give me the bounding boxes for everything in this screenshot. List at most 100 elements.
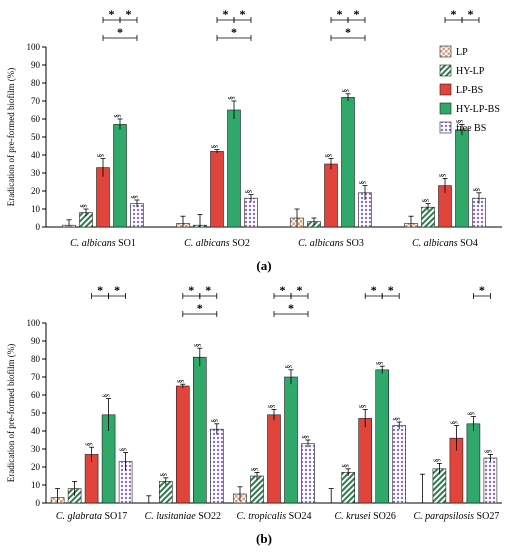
significance-star: * bbox=[280, 283, 286, 297]
legend-swatch bbox=[439, 45, 452, 58]
bar bbox=[324, 163, 338, 228]
bar bbox=[341, 97, 355, 228]
significance-mark: § bbox=[466, 412, 475, 416]
significance-mark: § bbox=[79, 204, 88, 208]
y-axis-label: Eradication of pre-formed biofilm (%) bbox=[6, 68, 16, 206]
bar bbox=[267, 414, 281, 504]
panel-label: (a) bbox=[256, 258, 271, 273]
significance-star: * bbox=[240, 7, 246, 21]
significance-mark: § bbox=[483, 449, 492, 453]
significance-mark: § bbox=[324, 154, 333, 158]
y-tick-label: 70 bbox=[31, 96, 41, 106]
significance-star: * bbox=[354, 7, 360, 21]
bar bbox=[244, 197, 258, 228]
legend-swatch bbox=[439, 64, 452, 77]
y-tick-label: 0 bbox=[36, 222, 41, 232]
y-tick-label: 10 bbox=[31, 204, 41, 214]
category-strain: SO3 bbox=[346, 238, 364, 249]
category-species: C. albicans bbox=[298, 238, 346, 249]
significance-star: * bbox=[188, 283, 194, 297]
category-strain: SO17 bbox=[105, 511, 128, 522]
bar bbox=[193, 356, 207, 504]
significance-mark: § bbox=[375, 361, 384, 365]
y-tick-label: 90 bbox=[31, 60, 41, 70]
category-species: C. krusei bbox=[334, 511, 373, 522]
significance-star: * bbox=[451, 7, 457, 21]
significance-mark: § bbox=[455, 119, 464, 123]
y-tick-label: 80 bbox=[31, 354, 41, 364]
significance-mark: § bbox=[119, 448, 128, 452]
bar bbox=[358, 418, 373, 504]
significance-mark: § bbox=[341, 464, 350, 468]
y-tick-label: 70 bbox=[31, 372, 41, 382]
bar bbox=[176, 385, 190, 504]
category-strain: SO27 bbox=[477, 511, 500, 522]
significance-mark: § bbox=[113, 114, 122, 118]
significance-mark: § bbox=[449, 421, 458, 425]
significance-star: * bbox=[97, 283, 103, 297]
bar bbox=[301, 443, 315, 504]
category-species: C. albicans bbox=[184, 238, 232, 249]
y-tick-label: 60 bbox=[31, 114, 41, 124]
category-label: C. albicans SO4 bbox=[412, 238, 478, 249]
significance-mark: § bbox=[301, 435, 310, 439]
category-species: C. lusitaniae bbox=[145, 511, 199, 522]
significance-mark: § bbox=[244, 190, 253, 194]
significance-mark: § bbox=[227, 96, 236, 100]
bar bbox=[210, 151, 224, 228]
category-label: C. glabrata SO17 bbox=[56, 511, 127, 522]
y-tick-label: 90 bbox=[31, 336, 41, 346]
panel-b: 0 10 20 30 40 50 60 70 80 90 100 Eradication of pre… bbox=[6, 283, 502, 546]
panel-label: (b) bbox=[256, 531, 272, 546]
y-tick-label: 30 bbox=[31, 444, 41, 454]
y-axis-label: Eradication of pre-formed biofilm (%) bbox=[6, 344, 16, 482]
category-label: C. tropicalis SO24 bbox=[237, 511, 312, 522]
significance-mark: § bbox=[472, 188, 481, 192]
category-label: C. parapsilosis SO27 bbox=[413, 511, 499, 522]
bar bbox=[341, 472, 356, 504]
y-tick-label: 30 bbox=[31, 168, 41, 178]
significance-mark: § bbox=[341, 89, 350, 93]
category-species: C. albicans bbox=[412, 238, 460, 249]
significance-star: * bbox=[468, 7, 474, 21]
category-label: C. albicans SO3 bbox=[298, 238, 364, 249]
legend-label: free BS bbox=[456, 123, 486, 134]
significance-mark: § bbox=[358, 404, 367, 408]
legend-label: HY-LP-BS bbox=[456, 104, 500, 115]
significance-mark: § bbox=[85, 442, 94, 446]
bar bbox=[375, 369, 390, 504]
category-species: C. parapsilosis bbox=[413, 511, 476, 522]
significance-star: * bbox=[223, 7, 229, 21]
significance-mark: § bbox=[358, 181, 367, 185]
y-tick-label: 20 bbox=[31, 186, 41, 196]
y-tick-label: 100 bbox=[27, 42, 41, 52]
category-label: C. albicans SO1 bbox=[70, 238, 136, 249]
significance-star: * bbox=[388, 283, 394, 297]
panel-a: 0 10 20 30 40 50 60 70 80 90 100 Eradication of pre… bbox=[6, 7, 502, 273]
bar bbox=[227, 109, 241, 228]
legend-label: LP bbox=[456, 47, 468, 58]
category-species: C. albicans bbox=[70, 238, 118, 249]
significance-mark: § bbox=[159, 473, 168, 477]
legend-swatch bbox=[439, 83, 452, 96]
significance-mark: § bbox=[102, 394, 111, 398]
bar bbox=[455, 129, 469, 228]
y-tick-label: 10 bbox=[31, 480, 41, 490]
significance-mark: § bbox=[176, 379, 185, 383]
significance-mark: § bbox=[284, 365, 293, 369]
significance-star: * bbox=[197, 301, 203, 315]
significance-star: * bbox=[345, 25, 351, 39]
significance-star: * bbox=[231, 25, 237, 39]
y-tick-label: 40 bbox=[31, 150, 41, 160]
significance-mark: § bbox=[267, 404, 276, 408]
category-label: C. albicans SO2 bbox=[184, 238, 250, 249]
category-species: C. tropicalis bbox=[237, 511, 289, 522]
y-tick-label: 20 bbox=[31, 462, 41, 472]
significance-mark: § bbox=[438, 173, 447, 177]
legend-label: HY-LP bbox=[456, 66, 485, 77]
y-tick-label: 50 bbox=[31, 408, 41, 418]
category-strain: SO4 bbox=[460, 238, 478, 249]
significance-star: * bbox=[109, 7, 115, 21]
